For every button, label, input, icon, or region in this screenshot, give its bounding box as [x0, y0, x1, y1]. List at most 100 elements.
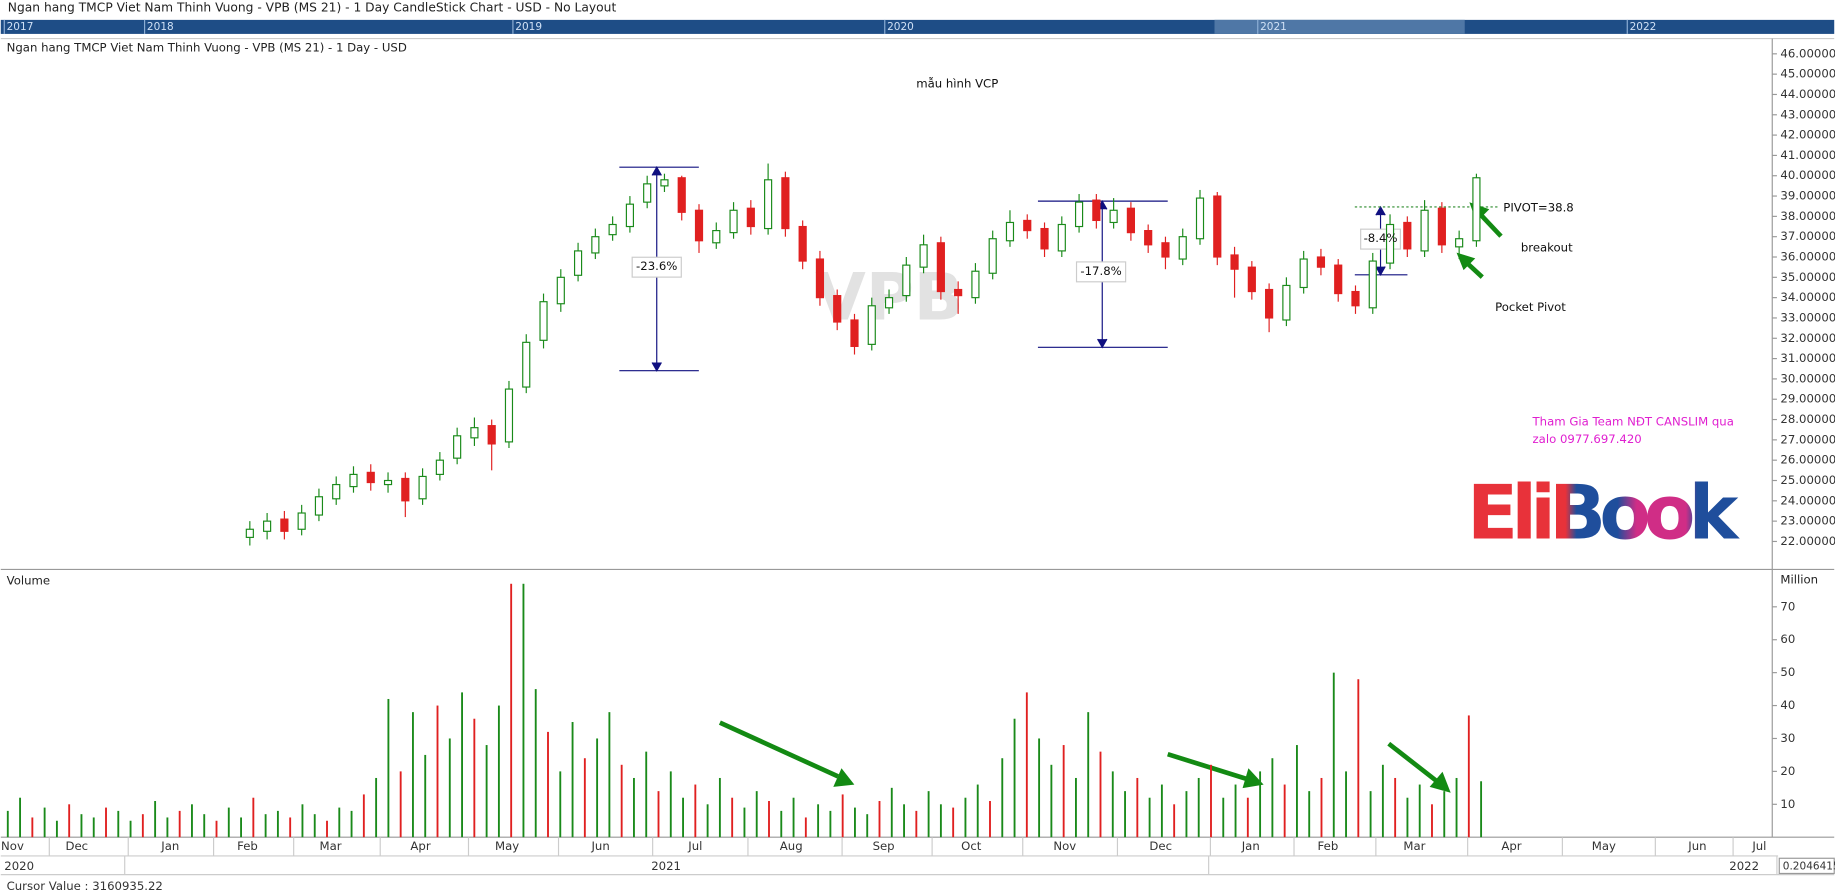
volume-bar — [927, 791, 930, 838]
candle-body — [418, 475, 427, 500]
volume-bar — [731, 797, 734, 838]
year-label: 2021 — [651, 859, 681, 873]
annotation: mẫu hình VCP — [916, 77, 998, 91]
timeline-window[interactable] — [1214, 19, 1465, 34]
volume-bar — [227, 807, 230, 838]
y-tick-label: 33.000000 — [1780, 310, 1835, 324]
volume-bar — [301, 804, 304, 838]
candle-body — [1282, 284, 1291, 321]
candle-body — [1437, 207, 1446, 246]
volume-bar — [1246, 797, 1249, 838]
volume-bar — [510, 583, 513, 838]
y-tick-label: 42.000000 — [1780, 128, 1835, 142]
volume-bar — [276, 810, 279, 838]
volume-bar — [903, 804, 905, 838]
annotation: zalo 0977.697.420 — [1533, 432, 1642, 446]
candle-body — [902, 264, 911, 297]
x-tick-label: May — [1592, 839, 1616, 853]
candle-body — [280, 518, 289, 532]
volume-bar — [92, 817, 95, 838]
candle-body — [884, 297, 894, 309]
volume-title: Volume — [7, 574, 50, 588]
volume-bar — [43, 807, 46, 838]
candle-body — [677, 177, 686, 213]
candle-body — [504, 388, 514, 443]
y-tick-label: 34.000000 — [1780, 290, 1835, 304]
candle-body — [936, 242, 945, 293]
volume-bar — [1148, 797, 1151, 838]
candle-body — [1299, 258, 1308, 289]
volume-bar — [178, 810, 181, 838]
candle-body — [349, 473, 358, 488]
x-tick-label: Dec — [1149, 839, 1172, 853]
volume-bar — [952, 807, 955, 838]
volume-bar — [240, 817, 243, 838]
volume-bar — [1345, 771, 1347, 838]
volume-bar — [55, 820, 58, 838]
candle-body — [1109, 209, 1118, 224]
cursor-value: Cursor Value : 3160935.22 — [7, 879, 163, 891]
volume-bar — [620, 764, 623, 838]
volume-bar — [1369, 791, 1372, 838]
volume-bar — [1001, 758, 1004, 838]
volume-bar — [1283, 784, 1286, 838]
x-tick-label: Apr — [410, 839, 430, 853]
candle-body — [1178, 236, 1187, 260]
arrows — [718, 202, 1503, 793]
volume-bar — [80, 814, 83, 838]
annotation: -23.6% — [636, 259, 677, 273]
year-label: 2020 — [4, 859, 34, 873]
volume-bar — [645, 751, 648, 838]
y-tick-label: 36.000000 — [1780, 250, 1835, 264]
candle-body — [694, 209, 704, 242]
volume-bar — [706, 804, 709, 838]
x-tick-label: Mar — [1403, 839, 1425, 853]
candle-body — [1420, 209, 1429, 252]
volume-bar — [1320, 777, 1323, 838]
volume-bar — [1124, 791, 1126, 838]
volume-bar — [817, 804, 820, 838]
candle-body — [263, 520, 272, 532]
y-tick-label: 40.000000 — [1780, 168, 1835, 182]
volume-bar — [1271, 758, 1274, 838]
volume-bar — [682, 797, 684, 838]
x-tick-label: Jan — [160, 839, 179, 853]
volume-bar — [117, 810, 120, 838]
volume-bar — [780, 810, 783, 838]
volume-bar — [313, 814, 316, 838]
candle-body — [746, 207, 755, 228]
volume-bar — [1443, 791, 1446, 838]
y-tick-label: 60 — [1780, 632, 1795, 646]
volume-bar — [154, 801, 157, 838]
y-tick-label: 38.000000 — [1780, 209, 1835, 223]
timeline-year: 2017 — [7, 21, 34, 33]
x-tick-label: Dec — [65, 839, 88, 853]
candle-body — [971, 270, 980, 299]
y-tick-label: 46.000000 — [1780, 46, 1835, 60]
volume-bar — [350, 810, 353, 838]
volume-bar — [424, 754, 427, 838]
timeline-strip[interactable] — [0, 19, 1835, 34]
candle-body — [435, 459, 444, 475]
candle-body — [556, 276, 565, 305]
volume-bar — [1418, 784, 1421, 838]
volume-bar — [375, 777, 378, 838]
y-tick-label: 25.000000 — [1780, 473, 1835, 487]
candle-body — [314, 496, 324, 516]
volume-bar — [1332, 672, 1335, 838]
candle-body — [625, 203, 634, 228]
volume-bar — [829, 810, 832, 838]
volume-bar — [1160, 784, 1163, 838]
volume-bar — [497, 705, 500, 838]
volume-bar — [1467, 715, 1470, 838]
y-tick-label: 32.000000 — [1780, 331, 1835, 345]
volume-bar — [1455, 777, 1458, 838]
volume-bar — [804, 817, 807, 838]
candle-body — [954, 288, 963, 297]
x-tick-label: Jun — [1687, 839, 1706, 853]
y-tick-label: 44.000000 — [1780, 87, 1835, 101]
candle-body — [470, 427, 479, 439]
volume-bar — [31, 817, 34, 838]
volume-bar — [878, 801, 881, 838]
y-tick-label: 27.000000 — [1780, 432, 1835, 446]
